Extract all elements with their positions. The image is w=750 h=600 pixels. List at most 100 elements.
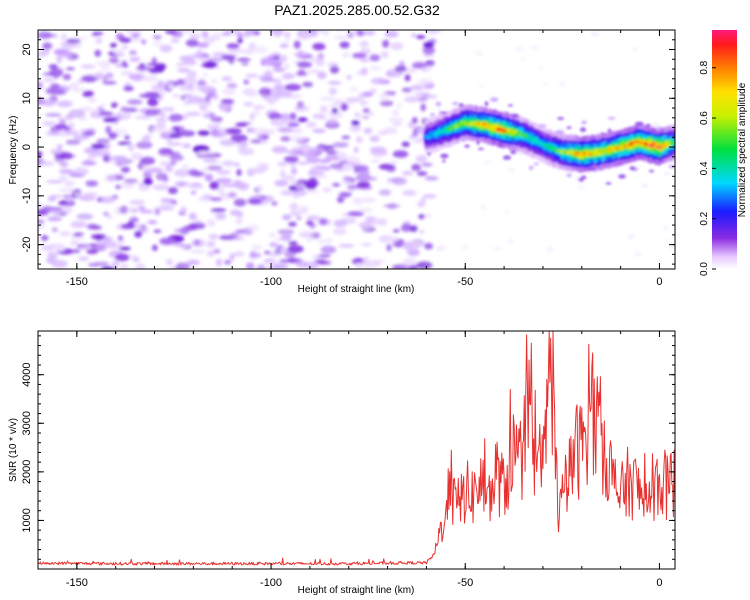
ridge-side-blob xyxy=(591,169,598,172)
noise-blob xyxy=(138,185,150,191)
noise-blob xyxy=(58,129,67,137)
noise-blob xyxy=(280,247,289,253)
noise-blob xyxy=(340,178,352,186)
noise-blob xyxy=(159,44,173,53)
noise-blob xyxy=(79,243,91,251)
noise-blob xyxy=(416,171,428,176)
noise-blob xyxy=(174,228,188,233)
noise-blob xyxy=(100,62,111,71)
noise-blob xyxy=(235,123,248,127)
noise-blob xyxy=(205,152,222,158)
noise-blob xyxy=(263,258,276,264)
noise-blob xyxy=(146,108,163,113)
noise-blob xyxy=(289,135,305,142)
noise-blob xyxy=(368,217,380,226)
noise-blob xyxy=(349,86,359,93)
noise-blob xyxy=(356,70,368,76)
noise-blob xyxy=(65,113,74,121)
noise-blob xyxy=(115,63,124,68)
noise-blob xyxy=(159,237,176,245)
noise-blob xyxy=(45,131,63,136)
noise-blob xyxy=(329,163,344,170)
noise-blob xyxy=(115,184,122,189)
noise-blob xyxy=(411,62,428,69)
noise-blob xyxy=(297,117,308,122)
ridge-cell xyxy=(672,140,675,145)
noise-blob xyxy=(429,94,438,100)
ridge-side-blob xyxy=(534,162,539,166)
noise-blob xyxy=(380,51,389,59)
noise-blob xyxy=(506,168,515,172)
noise-blob xyxy=(139,209,154,214)
noise-blob xyxy=(86,248,99,255)
noise-blob xyxy=(369,88,377,94)
noise-blob xyxy=(180,30,197,34)
noise-blob xyxy=(45,113,62,117)
noise-blob xyxy=(206,124,221,131)
noise-blob xyxy=(289,211,302,217)
noise-blob xyxy=(202,71,209,77)
noise-blob xyxy=(180,130,196,137)
noise-blob xyxy=(96,241,102,245)
noise-blob xyxy=(210,116,224,123)
noise-blob xyxy=(42,121,52,126)
noise-blob xyxy=(117,238,125,245)
noise-blob xyxy=(423,53,435,57)
noise-blob xyxy=(211,128,218,136)
noise-blob xyxy=(229,209,241,216)
noise-blob xyxy=(358,30,364,37)
noise-blob xyxy=(119,264,129,269)
noise-blob xyxy=(119,246,131,251)
noise-blob xyxy=(211,94,219,100)
noise-blob xyxy=(182,143,192,149)
noise-blob xyxy=(296,31,312,40)
noise-blob xyxy=(326,150,337,155)
noise-blob xyxy=(221,31,231,36)
noise-blob xyxy=(305,150,318,155)
noise-blob xyxy=(157,206,174,211)
noise-blob xyxy=(48,210,64,214)
x-tick-label: -100 xyxy=(260,577,282,589)
noise-blob xyxy=(270,118,287,127)
noise-blob xyxy=(167,187,178,195)
noise-blob xyxy=(111,260,120,268)
noise-blob xyxy=(90,234,107,240)
ridge-side-blob xyxy=(578,178,584,182)
noise-blob xyxy=(298,231,314,238)
ridge-side-blob xyxy=(656,126,663,131)
noise-blob xyxy=(87,263,100,267)
y-tick-label: 1000 xyxy=(21,508,33,532)
noise-blob xyxy=(251,46,268,54)
ridge-side-blob xyxy=(586,167,596,171)
noise-blob xyxy=(169,132,183,139)
noise-blob xyxy=(162,106,169,112)
noise-blob xyxy=(341,52,351,58)
noise-blob xyxy=(304,261,319,269)
noise-blob xyxy=(79,106,93,112)
noise-blob xyxy=(479,84,485,88)
x-tick-label: -150 xyxy=(66,276,88,288)
noise-blob xyxy=(94,49,102,57)
noise-blob xyxy=(117,235,124,241)
noise-blob xyxy=(326,118,339,126)
noise-blob xyxy=(274,179,289,187)
noise-blob xyxy=(378,92,390,101)
noise-blob xyxy=(225,128,242,135)
noise-blob xyxy=(480,205,487,210)
ridge-side-blob xyxy=(607,128,612,134)
noise-blob xyxy=(59,188,76,192)
ridge-side-blob xyxy=(600,132,604,135)
noise-blob xyxy=(132,34,139,38)
noise-blob xyxy=(307,56,320,63)
noise-blob xyxy=(185,39,199,47)
noise-blob xyxy=(393,229,400,233)
noise-blob xyxy=(186,259,201,266)
noise-blob xyxy=(63,180,75,187)
noise-blob xyxy=(263,94,281,102)
noise-blob xyxy=(631,47,639,51)
noise-blob xyxy=(346,184,360,190)
noise-blob xyxy=(530,45,540,50)
noise-blob xyxy=(401,141,410,147)
noise-blob xyxy=(351,120,360,126)
